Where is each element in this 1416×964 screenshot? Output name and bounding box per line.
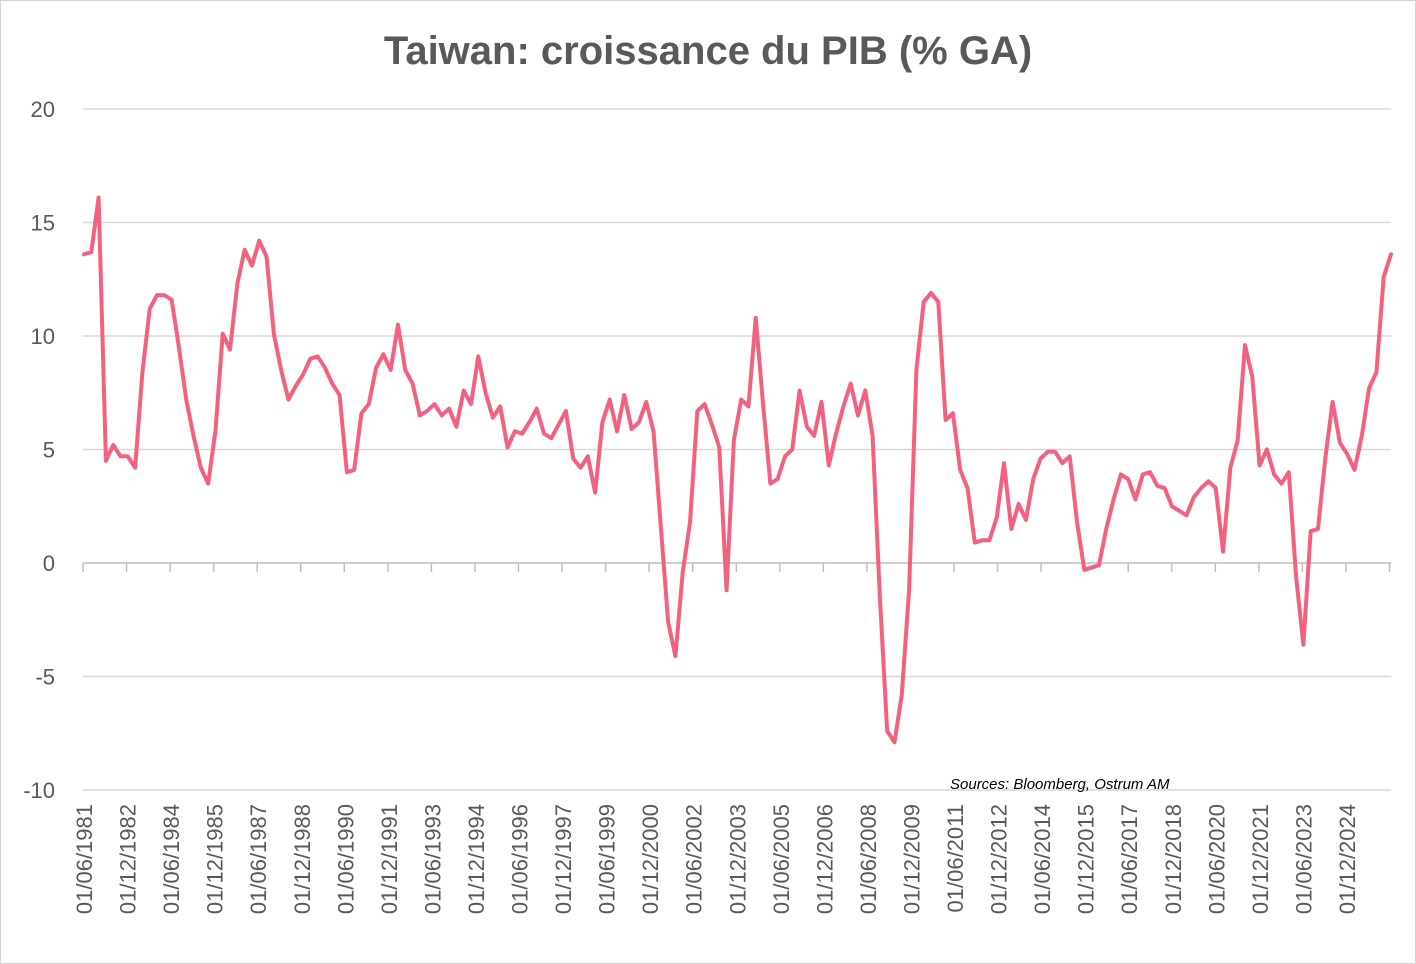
y-tick-label: 0 — [43, 551, 55, 576]
x-tick-label: 01/12/1982 — [116, 804, 141, 914]
x-tick-label: 01/06/2017 — [1117, 804, 1142, 914]
x-tick-label: 01/06/1981 — [72, 804, 97, 914]
x-tick-label: 01/06/2002 — [682, 804, 707, 914]
series-layer — [82, 195, 1393, 745]
x-tick-label: 01/06/2020 — [1204, 804, 1229, 914]
x-tick-label: 01/06/1990 — [333, 804, 358, 914]
chart-title: Taiwan: croissance du PIB (% GA) — [384, 29, 1032, 73]
y-axis-ticks: -10 -5 0 5 10 15 20 — [23, 97, 55, 803]
x-tick-label: 01/06/1996 — [508, 804, 533, 914]
y-tick-label: -5 — [35, 665, 55, 690]
x-tick-label: 01/06/1993 — [420, 804, 445, 914]
x-tick-label: 01/06/1987 — [246, 804, 271, 914]
x-tick-label: 01/12/2003 — [725, 804, 750, 914]
x-tick-label: 01/12/2021 — [1248, 804, 1273, 914]
y-tick-label: 5 — [43, 438, 55, 463]
x-tick-label: 01/12/1988 — [290, 804, 315, 914]
x-tick-label: 01/12/1991 — [377, 804, 402, 914]
x-tick-label: 01/12/1997 — [551, 804, 576, 914]
x-tick-label: 01/12/2012 — [987, 804, 1012, 914]
x-tick-label: 01/12/2009 — [899, 804, 924, 914]
x-tick-label: 01/06/2023 — [1291, 804, 1316, 914]
x-tick-label: 01/12/2015 — [1074, 804, 1099, 914]
x-tick-label: 01/06/2011 — [943, 804, 968, 912]
x-tick-label: 01/06/2008 — [856, 804, 881, 914]
x-tick-label: 01/06/2014 — [1030, 804, 1055, 914]
y-tick-label: 15 — [31, 211, 55, 236]
series-line — [82, 195, 1393, 745]
y-tick-label: 10 — [31, 324, 55, 349]
y-tick-label: -10 — [23, 778, 55, 803]
x-tick-label: 01/12/2024 — [1335, 804, 1360, 914]
x-tick-label: 01/06/2005 — [769, 804, 794, 914]
x-axis-ticks: 01/06/1981 01/12/1982 01/06/1984 01/12/1985… — [72, 563, 1391, 914]
x-tick-label: 01/12/1985 — [203, 804, 228, 914]
x-tick-label: 01/12/2018 — [1161, 804, 1186, 914]
x-tick-label: 01/12/2006 — [812, 804, 837, 914]
x-tick-label: 01/06/1999 — [595, 804, 620, 914]
y-tick-label: 20 — [31, 97, 55, 122]
source-note: Sources: Bloomberg, Ostrum AM — [950, 776, 1170, 793]
x-tick-label: 01/06/1984 — [159, 804, 184, 914]
x-tick-label: 01/12/2000 — [638, 804, 663, 914]
gridlines — [83, 108, 1391, 791]
x-tick-label: 01/12/1994 — [464, 804, 489, 914]
